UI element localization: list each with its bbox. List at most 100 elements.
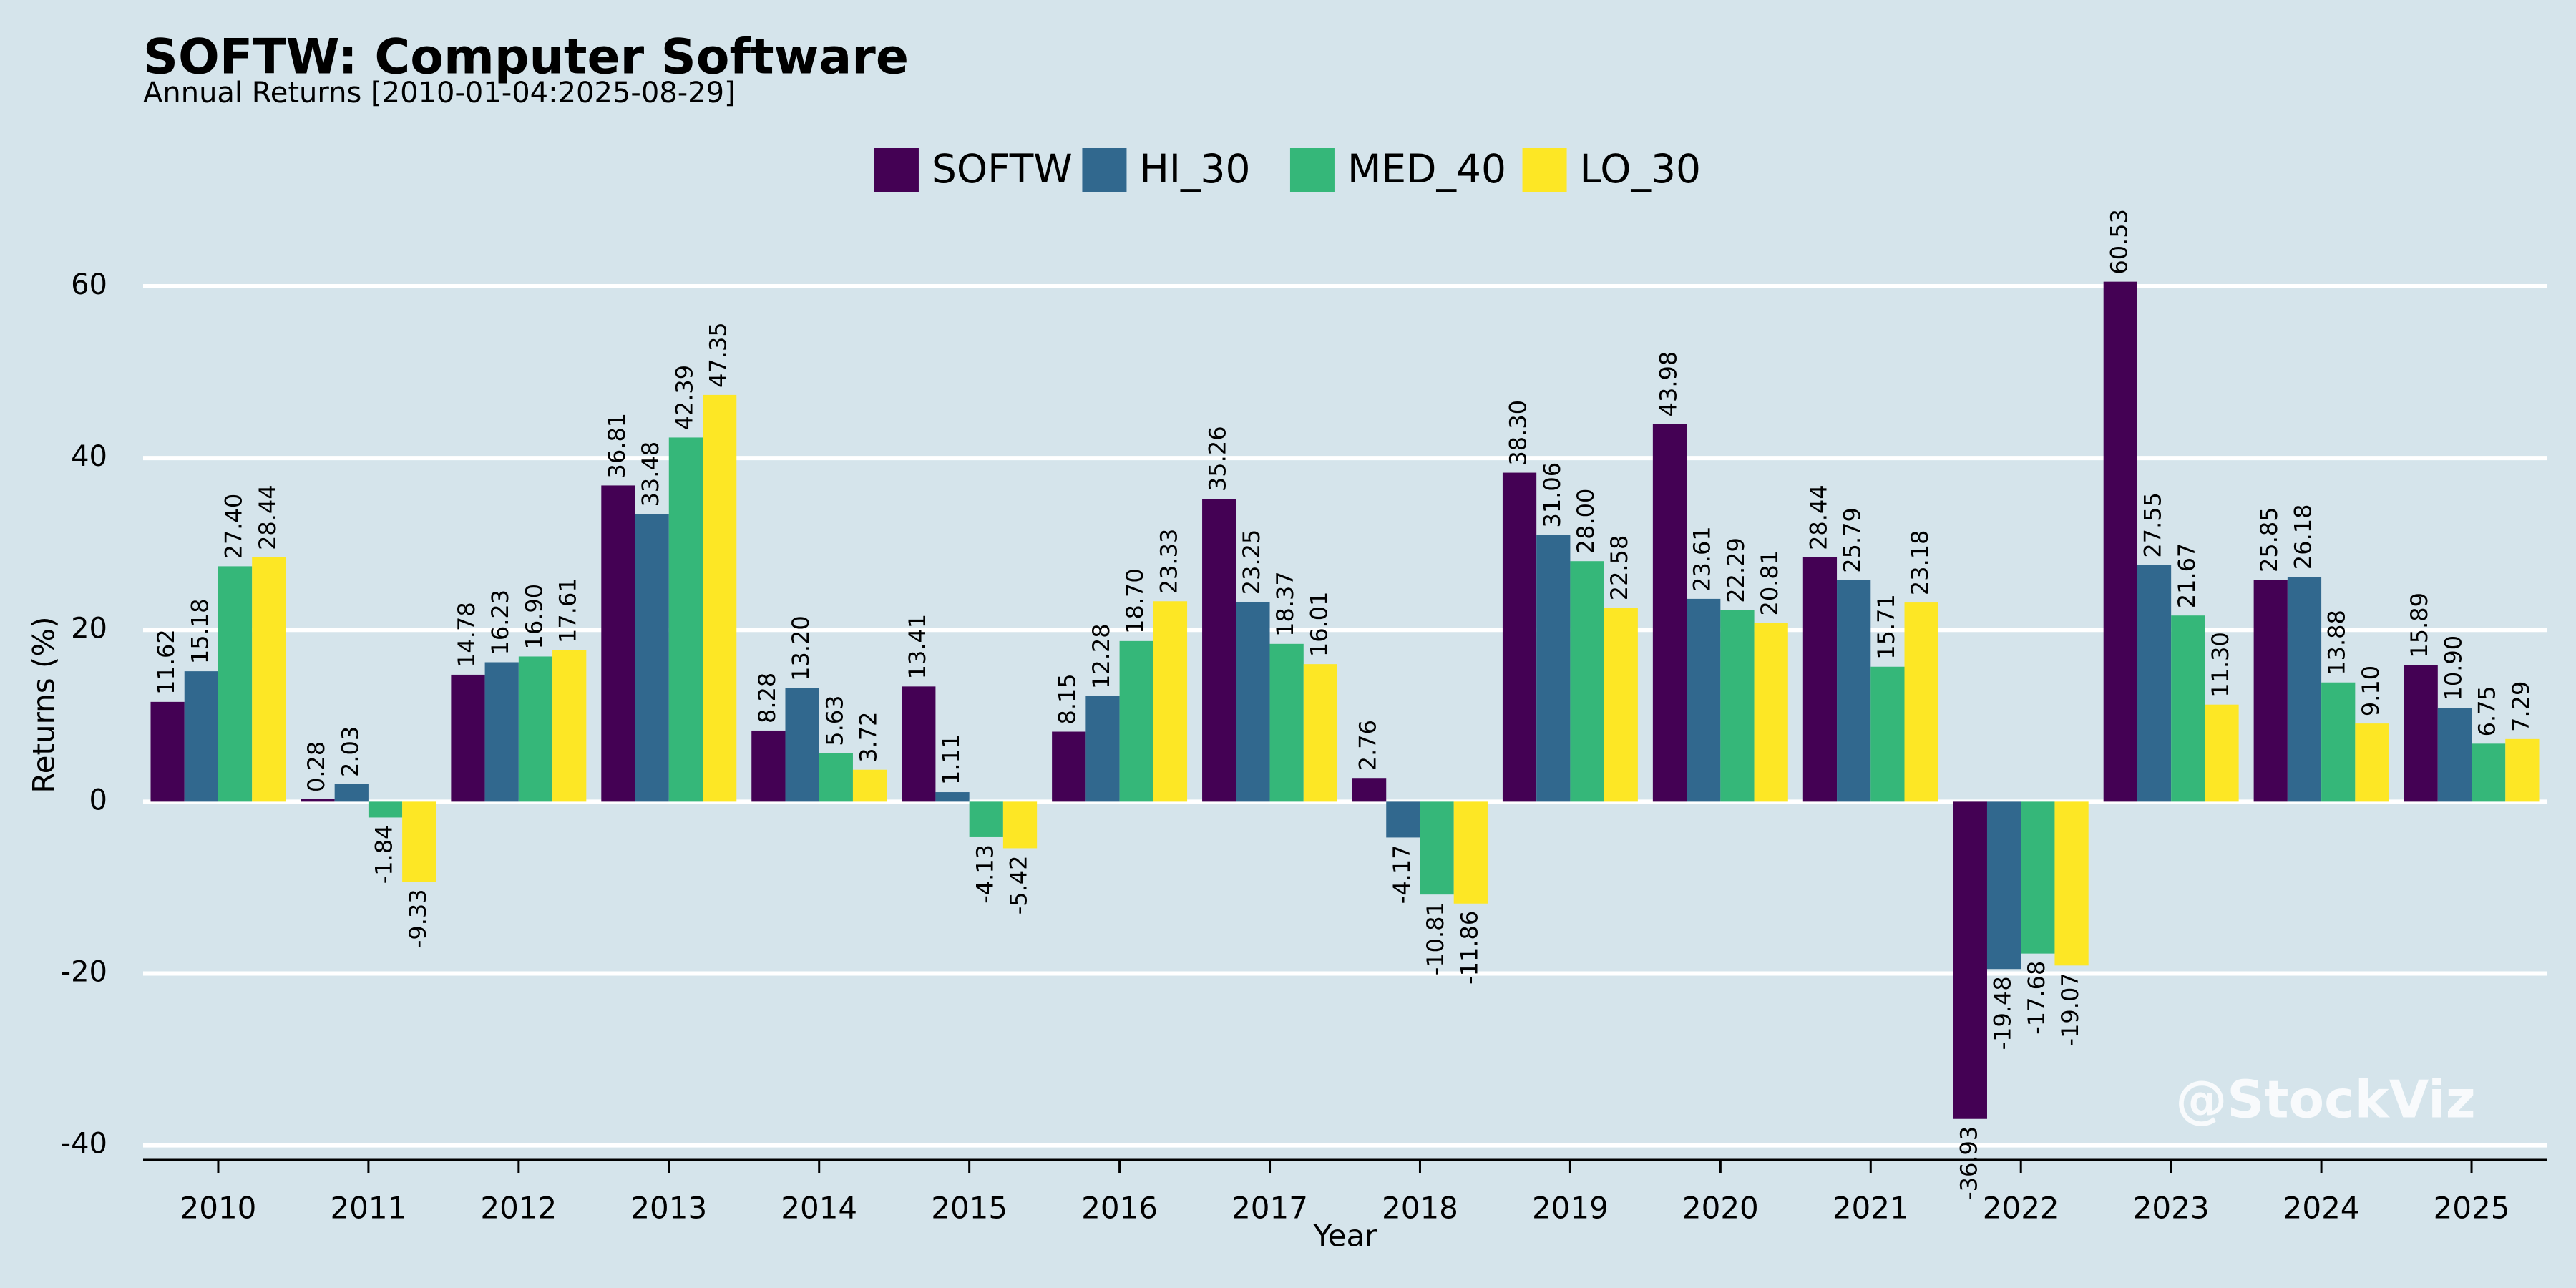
bar (2437, 708, 2472, 802)
bar (1904, 602, 1938, 802)
value-label: 23.18 (1906, 530, 1933, 595)
value-label: 16.23 (487, 590, 514, 655)
y-tick-label: 20 (71, 612, 107, 645)
bar (1386, 801, 1420, 838)
x-tick-label: 2018 (1382, 1191, 1458, 1226)
bar (2205, 704, 2239, 802)
bar (1085, 696, 1120, 802)
value-label: 20.81 (1756, 550, 1783, 616)
bar (1986, 801, 2021, 970)
bar (935, 792, 970, 802)
bar (218, 566, 253, 802)
value-label: 13.88 (2323, 610, 2351, 675)
bar (1453, 801, 1488, 904)
bar (1303, 664, 1338, 802)
value-label: -4.13 (971, 844, 998, 904)
legend-label: LO_30 (1580, 146, 1701, 192)
value-label: 0.28 (303, 741, 330, 792)
value-label: 6.75 (2474, 686, 2501, 736)
bar (1754, 623, 1788, 802)
bar (2355, 723, 2389, 802)
x-tick-label: 2023 (2133, 1191, 2210, 1226)
bar (484, 662, 519, 802)
bar (1052, 731, 1086, 802)
value-label: 35.26 (1204, 426, 1231, 492)
value-label: 38.30 (1505, 400, 1532, 466)
bar (703, 394, 737, 802)
bar (552, 650, 587, 802)
legend-label: HI_30 (1139, 146, 1250, 192)
value-label: 31.06 (1538, 462, 1566, 528)
bar (668, 437, 703, 802)
bars (150, 281, 2540, 1119)
value-label: -17.68 (2023, 961, 2050, 1035)
bar (334, 784, 369, 802)
bar (2021, 801, 2055, 954)
value-label: 18.70 (1121, 568, 1148, 634)
x-tick-label: 2019 (1532, 1191, 1609, 1226)
bar (2505, 738, 2540, 802)
bar (1352, 778, 1387, 802)
watermark: @StockViz (2175, 1070, 2475, 1130)
value-label: 1.11 (937, 734, 965, 785)
bar (1604, 608, 1638, 802)
value-label: 13.41 (904, 614, 931, 680)
x-tick-label: 2024 (2283, 1191, 2360, 1226)
legend: SOFTW HI_30 MED_40 LO_30 (874, 146, 1701, 192)
bar (902, 686, 936, 802)
legend-swatch (874, 148, 919, 192)
value-label: 43.98 (1654, 351, 1682, 417)
value-label: 17.61 (555, 577, 582, 643)
value-label: 21.67 (2173, 543, 2200, 609)
bar (1570, 561, 1604, 802)
bar (635, 514, 669, 802)
x-tick-label: 2015 (931, 1191, 1008, 1226)
value-label: 23.61 (1689, 526, 1716, 592)
bar (2171, 615, 2205, 802)
value-label: 15.18 (186, 599, 213, 665)
bar (1119, 640, 1153, 802)
value-label: 27.40 (220, 494, 248, 560)
value-label: 8.15 (1054, 673, 1081, 724)
value-label: -9.33 (404, 889, 431, 948)
bar (301, 799, 335, 802)
y-tick-label: 0 (89, 784, 107, 816)
value-label: 7.29 (2507, 681, 2534, 732)
bar (1269, 643, 1304, 802)
bar (1652, 424, 1687, 802)
value-label: -10.81 (1422, 902, 1449, 975)
value-label: 18.37 (1272, 571, 1299, 637)
bar (1802, 557, 1838, 802)
value-label: 25.85 (2255, 507, 2283, 572)
value-label: 47.35 (705, 322, 732, 388)
value-label: 28.00 (1572, 489, 1599, 555)
bar (402, 801, 436, 882)
value-label: 28.44 (254, 484, 281, 550)
x-tick-label: 2025 (2434, 1191, 2510, 1226)
y-tick-label: 60 (71, 268, 107, 301)
bar (2287, 577, 2322, 802)
bar (518, 656, 553, 802)
value-label: 22.29 (1722, 537, 1750, 603)
value-label: 16.90 (520, 584, 547, 650)
value-label: -4.17 (1388, 844, 1415, 904)
y-tick-label: -40 (61, 1128, 107, 1161)
y-tick-label: -20 (61, 955, 107, 988)
bar (601, 485, 635, 802)
value-label: -19.07 (2057, 972, 2084, 1046)
bar (1720, 610, 1755, 802)
x-axis-label: Year (1313, 1219, 1378, 1254)
bar (2054, 801, 2089, 966)
value-label: 11.62 (152, 629, 180, 695)
value-label: 11.30 (2207, 632, 2234, 698)
bar (1870, 666, 1905, 802)
value-label: 60.53 (2105, 209, 2132, 275)
value-label: 23.33 (1155, 529, 1182, 595)
legend-swatch (1289, 148, 1335, 192)
x-tick-label: 2012 (480, 1191, 557, 1226)
value-label: 10.90 (2439, 635, 2467, 701)
x-tick-label: 2017 (1231, 1191, 1308, 1226)
value-label: 16.01 (1305, 592, 1332, 658)
legend-label: SOFTW (932, 146, 1073, 192)
